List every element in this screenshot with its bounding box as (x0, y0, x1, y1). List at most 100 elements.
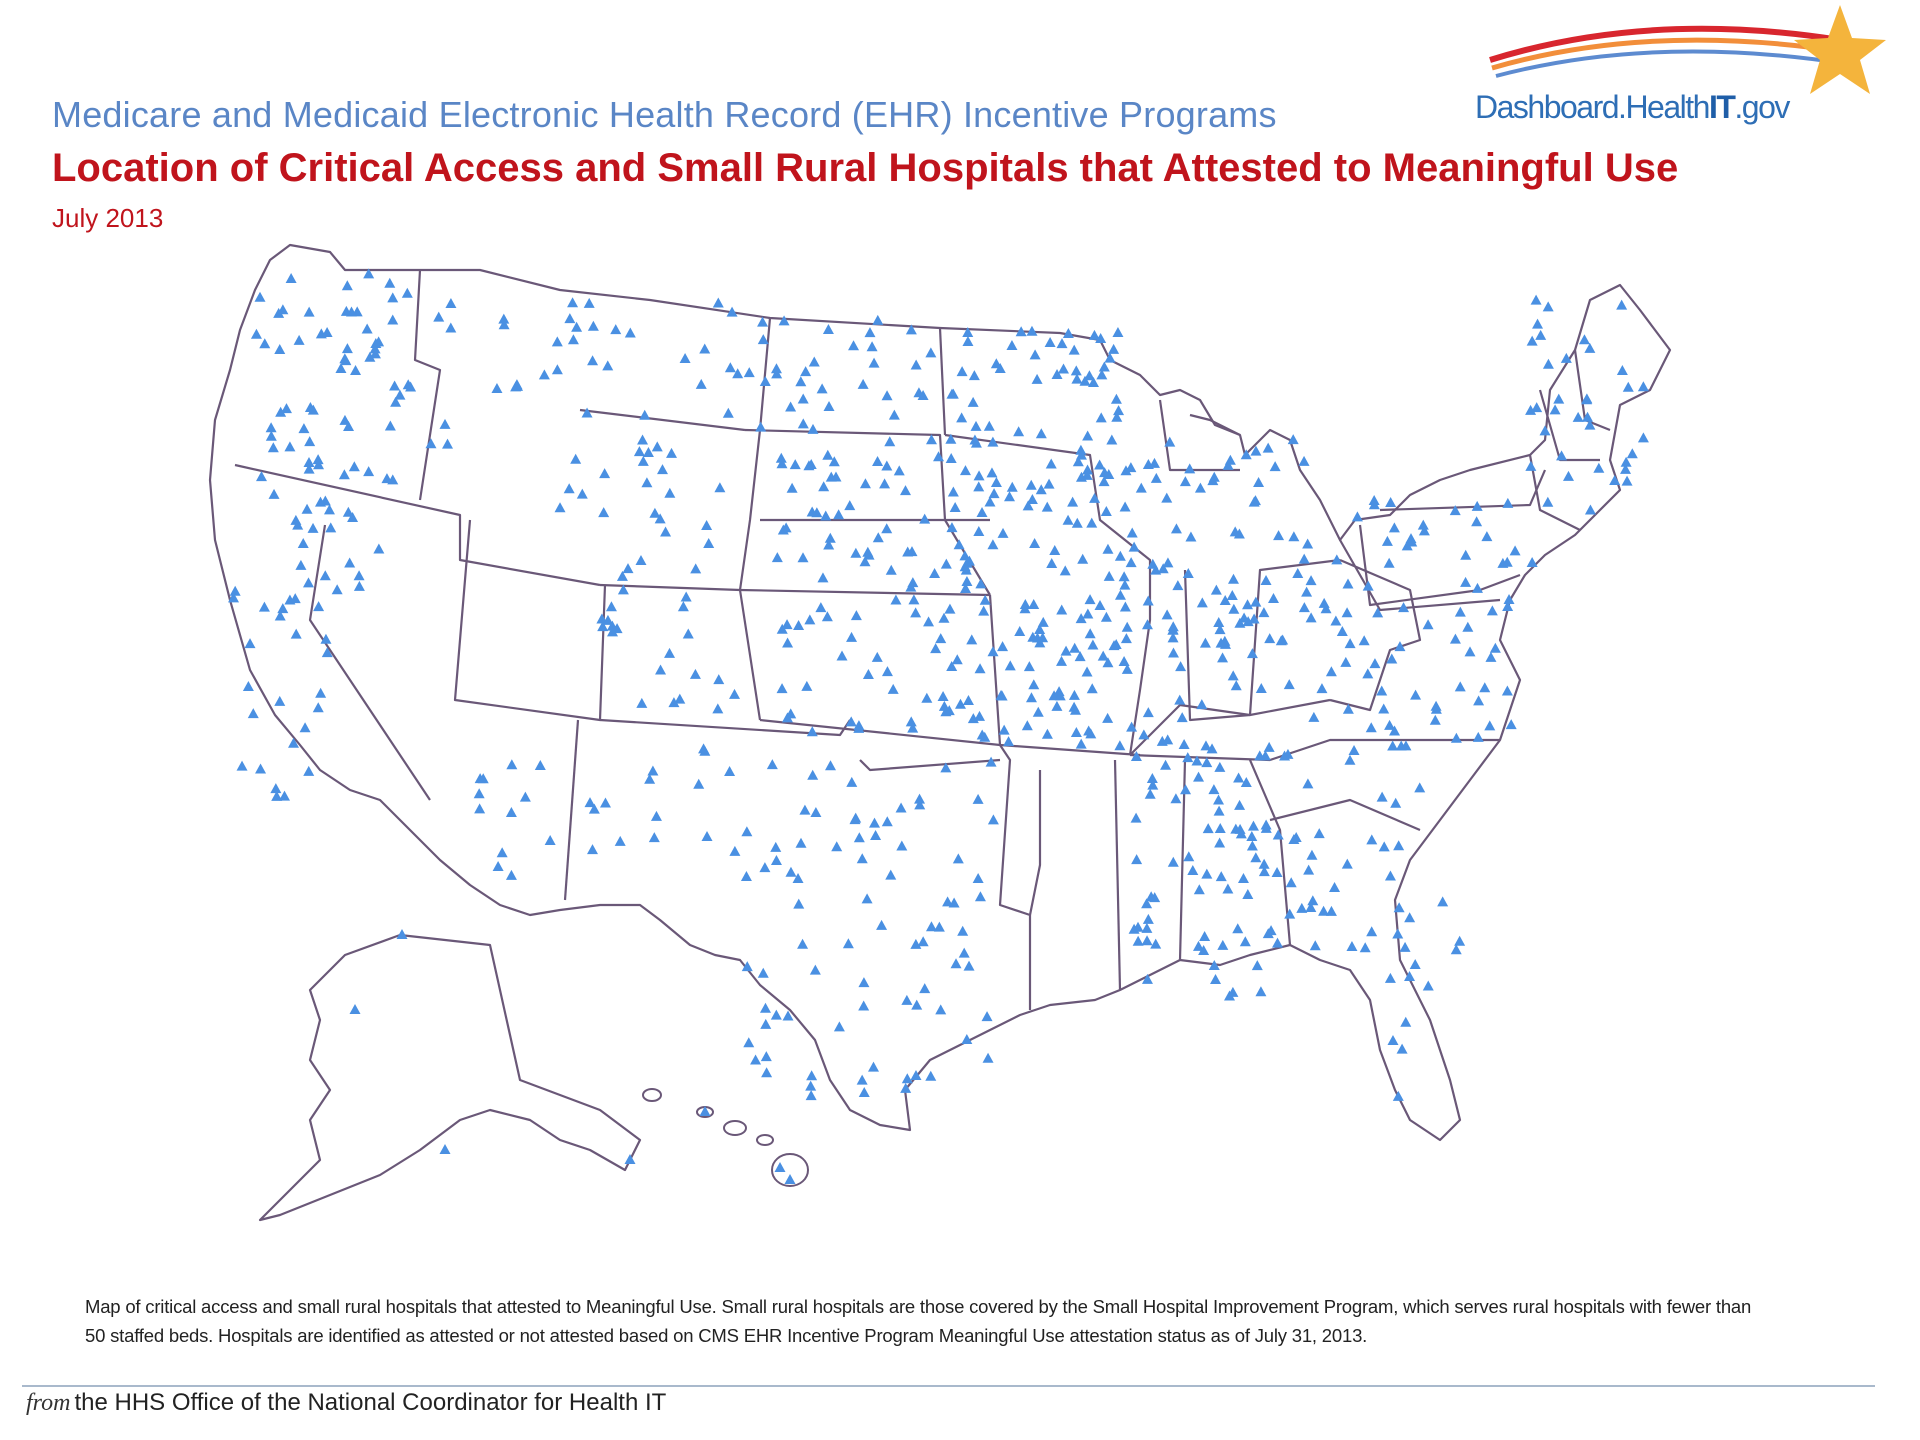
hospital-marker (1260, 822, 1272, 833)
hospital-marker (950, 958, 962, 969)
hospital-marker (935, 633, 947, 644)
hospital-marker (887, 683, 899, 694)
hospital-marker (919, 513, 931, 524)
hospital-marker (1593, 462, 1605, 473)
hospital-marker (677, 601, 689, 612)
hospital-marker (1119, 579, 1131, 590)
hospital-marker (1004, 660, 1016, 671)
hospital-marker (492, 861, 504, 872)
hospital-marker (823, 400, 835, 411)
hospital-marker (284, 441, 296, 452)
hospital-marker (1530, 294, 1542, 305)
hospital-marker (1149, 892, 1161, 903)
hospital-marker (1620, 456, 1632, 467)
hospital-marker (876, 919, 888, 930)
hospital-marker (321, 647, 333, 658)
hospital-marker (1201, 757, 1213, 768)
hospital-marker (1246, 840, 1258, 851)
hospital-marker (1246, 648, 1258, 659)
hospital-marker (1414, 782, 1426, 793)
hospital-marker (1384, 719, 1396, 730)
hospital-marker (1035, 484, 1047, 495)
hospital-marker (1126, 721, 1138, 732)
hospital-marker (1228, 603, 1240, 614)
dashboard-logo[interactable]: Dashboard.HealthIT.gov (1420, 0, 1890, 140)
hospital-marker (910, 938, 922, 949)
hospital-marker (1224, 454, 1236, 465)
hospital-marker (770, 841, 782, 852)
hospital-marker (1248, 613, 1260, 624)
hospital-marker (1150, 472, 1162, 483)
hospital-marker (624, 1154, 636, 1164)
us-outline (208, 243, 1672, 1142)
hospital-marker (1581, 394, 1593, 405)
hospital-marker (1553, 393, 1565, 404)
hospital-marker (1584, 504, 1596, 515)
hospital-marker (792, 873, 804, 884)
hospital-marker (1622, 381, 1634, 392)
hospital-marker (1250, 596, 1262, 607)
hospital-marker (771, 368, 783, 379)
hospital-marker (1454, 935, 1466, 946)
hospital-marker (664, 487, 676, 498)
hospital-marker (930, 643, 942, 654)
hospital-marker (303, 463, 315, 474)
hospital-marker (1449, 505, 1461, 516)
hospital-marker (1182, 568, 1194, 579)
hospital-marker (986, 467, 998, 478)
hospital-marker (564, 313, 576, 324)
hospital-marker (369, 343, 381, 354)
hospital-marker (856, 853, 868, 864)
hospital-marker (759, 376, 771, 387)
hospital-marker (1227, 670, 1239, 681)
hospital-marker (959, 550, 971, 561)
hospital-marker (538, 369, 550, 380)
hospital-marker (973, 470, 985, 481)
hospital-marker (1147, 558, 1159, 569)
hospital-marker (913, 387, 925, 398)
hospital-marker (1214, 822, 1226, 833)
hospital-marker (1394, 641, 1406, 652)
hospital-marker (1271, 866, 1283, 877)
hospital-marker (907, 722, 919, 733)
hospital-marker (1282, 748, 1294, 759)
hospital-marker (757, 334, 769, 345)
hospital-marker (1464, 646, 1476, 657)
hospital-marker (785, 866, 797, 877)
hospital-marker (1025, 692, 1037, 703)
hospital-marker (997, 641, 1009, 652)
hospital-marker (1098, 361, 1110, 372)
hospital-marker (1369, 658, 1381, 669)
hospital-marker (1525, 460, 1537, 471)
hospital-marker (1167, 624, 1179, 635)
hospital-marker (1296, 902, 1308, 913)
hospital-marker (304, 436, 316, 447)
hospital-marker (822, 449, 834, 460)
hospital-marker (750, 1054, 762, 1065)
hospital-marker (1501, 685, 1513, 696)
hospital-marker (1637, 381, 1649, 392)
hospital-marker (908, 594, 920, 605)
hospital-marker (341, 343, 353, 354)
hospital-marker (937, 690, 949, 701)
hospital-marker (866, 341, 878, 352)
hospital-marker (1340, 656, 1352, 667)
hospital-marker (973, 525, 985, 536)
hospital-marker (1238, 612, 1250, 623)
hospital-marker (975, 578, 987, 589)
hospital-marker (906, 546, 918, 557)
hospital-marker (1071, 373, 1083, 384)
hospital-marker (1302, 778, 1314, 789)
hospital-marker (384, 277, 396, 288)
hospital-marker (970, 420, 982, 431)
hospital-marker (567, 297, 579, 308)
hospital-marker (1084, 594, 1096, 605)
hospital-marker (255, 763, 267, 774)
hospital-marker (1194, 482, 1206, 493)
hospital-marker (1341, 607, 1353, 618)
hospital-marker (1141, 619, 1153, 630)
hospital-marker (1046, 558, 1058, 569)
hospital-marker (987, 436, 999, 447)
hospital-marker (1130, 812, 1142, 823)
hospital-marker (633, 446, 645, 457)
